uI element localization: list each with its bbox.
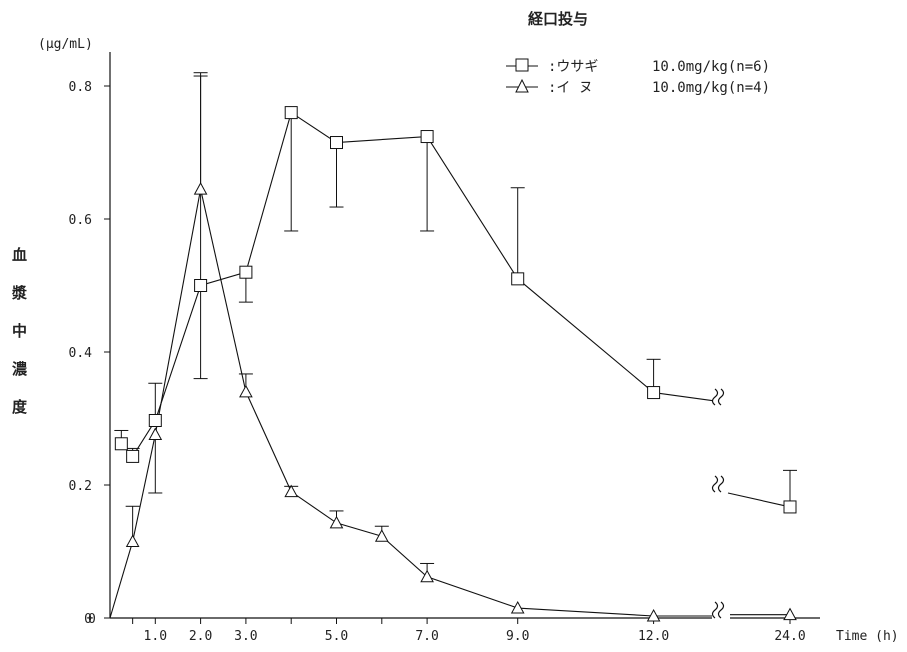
y-axis-label-char: 漿 xyxy=(11,284,27,302)
legend-swatch-dog xyxy=(506,78,538,93)
series-line-rabbit xyxy=(120,111,654,458)
data-point-dog xyxy=(510,600,525,614)
data-point-rabbit xyxy=(420,130,434,144)
data-point-dog xyxy=(783,607,797,621)
data-point-dog xyxy=(193,182,208,195)
data-point-dog xyxy=(239,384,253,398)
data-point-dog xyxy=(125,534,140,548)
x-tick-label: 2.0 xyxy=(189,629,212,644)
data-point-dog xyxy=(420,569,434,583)
y-axis-label-char: 中 xyxy=(12,322,27,340)
x-tick-label: 3.0 xyxy=(234,629,257,644)
series-break-mark xyxy=(711,388,719,406)
data-point-dog xyxy=(329,515,344,529)
x-tick-label: 5.0 xyxy=(325,629,348,644)
legend-dose-dog: 10.0mg/kg(n=4) xyxy=(652,80,770,96)
x-tick-label: 12.0 xyxy=(638,629,669,644)
series-line-rabbit-segment xyxy=(653,392,713,402)
legend-dose-rabbit: 10.0mg/kg(n=6) xyxy=(652,59,770,75)
x-tick-label: 1.0 xyxy=(144,629,167,644)
axis-break-x xyxy=(711,601,719,619)
y-axis-label-char: 濃 xyxy=(12,360,28,378)
x-axis-label: Time (h) xyxy=(836,629,899,644)
axes xyxy=(109,52,820,619)
y-tick-label: 0 xyxy=(84,612,92,627)
y-tick-label: 0.2 xyxy=(69,479,92,494)
x-tick-label: 9.0 xyxy=(506,629,529,644)
data-point-rabbit xyxy=(114,437,128,451)
series-break-mark xyxy=(711,475,719,493)
x-tick-label: 7.0 xyxy=(415,629,438,644)
series-break-mark xyxy=(717,475,725,493)
data-point-rabbit xyxy=(647,386,661,400)
legend-swatch-rabbit xyxy=(506,58,538,72)
ticks: 0 0.2 0.4 0.6 0.8 1.0 2.0 3.0 5.0 7.0 9.0 12.0 24.0 0 xyxy=(69,80,806,644)
data-point-rabbit xyxy=(194,279,208,292)
y-tick-label: 0.8 xyxy=(69,80,92,95)
data-point-rabbit xyxy=(126,449,140,463)
data-point-dog xyxy=(284,484,299,498)
chart-title: 経口投与 xyxy=(528,10,588,28)
axis-break-x xyxy=(717,601,725,619)
series-layer xyxy=(109,72,797,622)
data-point-rabbit xyxy=(284,106,298,120)
x-tick-label: 24.0 xyxy=(774,629,805,644)
data-point-rabbit xyxy=(783,500,797,514)
data-point-rabbit xyxy=(511,272,525,286)
y-axis-label-char: 度 xyxy=(12,398,28,416)
series-line-dog xyxy=(109,188,654,619)
legend-label-rabbit: :ウサギ xyxy=(548,59,598,75)
origin-label: 0 xyxy=(88,612,96,627)
data-point-rabbit xyxy=(239,265,253,279)
data-point-dog xyxy=(374,529,389,542)
axis-break-marks xyxy=(711,388,725,619)
data-point-rabbit xyxy=(330,136,343,150)
data-point-dog xyxy=(646,608,661,622)
y-unit-label: (μg/mL) xyxy=(38,37,93,52)
legend: :ウサギ 10.0mg/kg(n=6) :イ ヌ 10.0mg/kg(n=4) xyxy=(506,58,770,96)
legend-label-dog: :イ ヌ xyxy=(548,80,593,96)
data-point-rabbit xyxy=(148,413,162,427)
series-break-mark xyxy=(717,388,725,406)
y-tick-label: 0.4 xyxy=(69,346,93,361)
data-point-dog xyxy=(148,427,163,440)
y-tick-label: 0.6 xyxy=(69,213,92,228)
y-axis-label-char: 血 xyxy=(12,246,27,264)
series-line-rabbit-segment xyxy=(727,492,791,508)
